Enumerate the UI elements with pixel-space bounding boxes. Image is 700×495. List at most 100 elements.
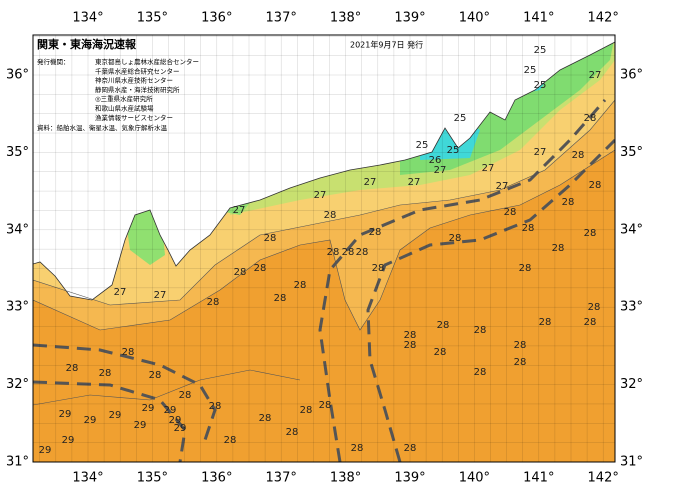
lon-label: 140° <box>459 471 490 486</box>
temperature-label: 28 <box>207 297 220 308</box>
temperature-label: 28 <box>572 150 585 161</box>
source: 資料：船舶水温、衛星水温、気象庁解析水温 <box>37 123 168 132</box>
temperature-label: 29 <box>169 415 182 426</box>
temperature-label: 28 <box>224 435 237 446</box>
temperature-label: 26 <box>429 155 442 166</box>
issuer: ◎三重県水産研究所 <box>95 94 153 103</box>
temperature-label: 27 <box>314 190 327 201</box>
lat-label: 31° <box>620 455 643 470</box>
lon-label: 138° <box>330 471 361 486</box>
lon-label: 138° <box>330 11 361 26</box>
temperature-label: 28 <box>514 357 527 368</box>
temperature-label: 28 <box>264 233 277 244</box>
temperature-label: 28 <box>588 302 601 313</box>
temperature-label: 28 <box>369 227 382 238</box>
lon-label: 137° <box>266 471 297 486</box>
temperature-label: 29 <box>142 403 155 414</box>
temperature-label: 28 <box>342 247 355 258</box>
issuer: 神奈川県水産技術センター <box>95 76 173 85</box>
axes: 134° 134° 135° 135° 136° 136° 137° 137° 138° 138°… <box>6 11 643 486</box>
temperature-label: 29 <box>39 445 52 456</box>
lon-label: 141° <box>523 11 554 26</box>
temperature-label: 28 <box>584 113 597 124</box>
temperature-label: 28 <box>254 263 267 274</box>
temperature-label: 28 <box>274 293 287 304</box>
temperature-label: 28 <box>234 267 247 278</box>
issuer: 東京都島しょ農林水産総合センター <box>95 57 199 66</box>
lon-label: 135° <box>137 471 168 486</box>
temperature-label: 29 <box>59 409 72 420</box>
issuer: 静岡県水産・海洋技術研究所 <box>95 85 180 94</box>
temperature-label: 28 <box>514 340 527 351</box>
temperature-label: 27 <box>364 177 377 188</box>
land <box>33 35 615 301</box>
issuer: 漁業情報サービスセンター <box>95 113 173 122</box>
lat-label: 31° <box>6 455 29 470</box>
temperature-label: 27 <box>589 70 602 81</box>
temperature-label: 28 <box>209 401 222 412</box>
temperature-label: 28 <box>66 363 79 374</box>
lon-label: 139° <box>394 471 425 486</box>
current-axis <box>33 99 615 462</box>
temperature-label: 29 <box>84 415 97 426</box>
temperature-label: 25 <box>534 80 547 91</box>
issuer: 千葉県水産総合研究センター <box>95 66 180 75</box>
lat-label: 33° <box>620 300 643 315</box>
temperature-label: 27 <box>408 177 421 188</box>
temperature-label: 28 <box>552 243 565 254</box>
lon-label: 139° <box>394 11 425 26</box>
temperature-label: 28 <box>286 427 299 438</box>
temperature-label: 28 <box>584 228 597 239</box>
frame <box>32 34 616 463</box>
temperature-label: 28 <box>404 443 417 454</box>
temperature-label: 28 <box>372 263 385 274</box>
temperature-label: 28 <box>351 443 364 454</box>
temperature-label: 27 <box>233 205 246 216</box>
lon-label: 142° <box>588 11 619 26</box>
contours <box>33 99 615 406</box>
temperature-label: 28 <box>584 317 597 328</box>
temperature-label: 25 <box>416 140 429 151</box>
temperature-label: 28 <box>449 233 462 244</box>
lon-label: 137° <box>266 11 297 26</box>
lat-label: 35° <box>620 145 643 160</box>
temperature-label: 29 <box>164 405 177 416</box>
temperature-label: 28 <box>434 347 447 358</box>
issuers-label: 発行機関： <box>37 57 70 66</box>
lon-label: 136° <box>201 11 232 26</box>
grid <box>33 35 615 462</box>
temperature-label: 28 <box>474 325 487 336</box>
temperature-label: 28 <box>179 390 192 401</box>
lon-label: 141° <box>523 471 554 486</box>
temperature-label: 27 <box>154 290 167 301</box>
issuer: 和歌山県水産試験場 <box>95 104 154 113</box>
temperature-label: 28 <box>99 368 112 379</box>
temperature-label: 28 <box>122 347 135 358</box>
temperature-label: 28 <box>404 330 417 341</box>
temperature-label: 28 <box>589 180 602 191</box>
temperature-label: 28 <box>504 207 517 218</box>
temperature-label: 25 <box>447 145 460 156</box>
lon-label: 134° <box>72 11 103 26</box>
temperature-label: 27 <box>434 165 447 176</box>
lat-label: 32° <box>6 377 29 392</box>
temperature-label: 25 <box>534 45 547 56</box>
temperature-label: 28 <box>404 340 417 351</box>
temperature-label: 28 <box>522 223 535 234</box>
lat-label: 36° <box>6 68 29 83</box>
temperature-label: 25 <box>524 65 537 76</box>
temperature-label: 28 <box>562 197 575 208</box>
lon-label: 134° <box>72 471 103 486</box>
issue-date: 2021年9月7日 発行 <box>350 40 423 50</box>
lat-label: 34° <box>620 222 643 237</box>
temperature-label: 28 <box>474 367 487 378</box>
temperature-label: 28 <box>149 370 162 381</box>
temperature-label: 29 <box>109 410 122 421</box>
temperature-label: 28 <box>437 320 450 331</box>
title: 関東・東海海況速報 <box>37 37 137 51</box>
lon-label: 135° <box>137 11 168 26</box>
